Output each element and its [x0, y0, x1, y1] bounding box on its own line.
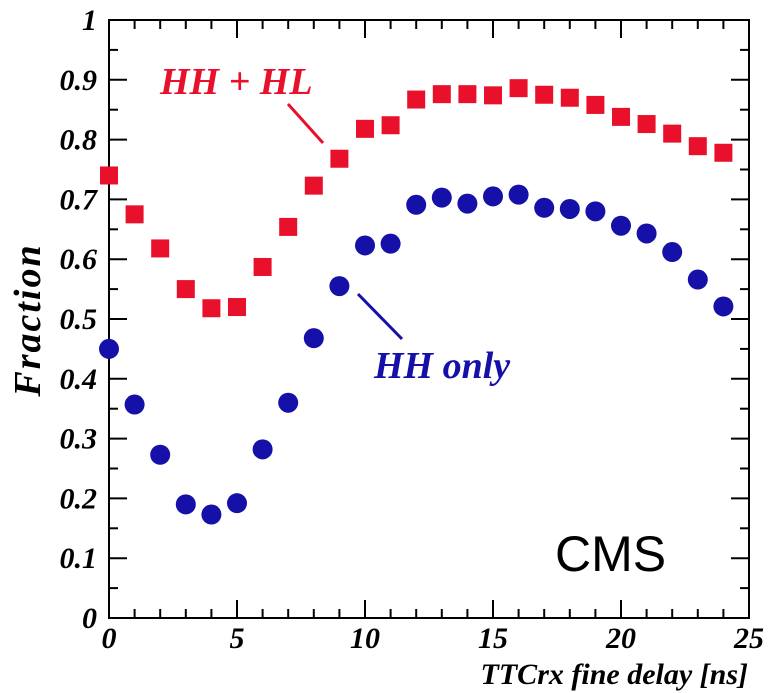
data-point-circle [303, 328, 324, 349]
data-point-square [407, 90, 426, 109]
annotation-hh-hl: HH + HL [159, 61, 313, 103]
x-tick-label: 25 [733, 622, 764, 655]
data-point-circle [611, 215, 631, 236]
y-tick-label: 0.5 [60, 303, 98, 336]
y-tick-label: 1 [82, 4, 97, 37]
y-tick-label: 0.6 [60, 243, 98, 276]
data-point-square [176, 280, 195, 299]
x-tick-label: 15 [478, 622, 508, 655]
data-point-square [458, 85, 477, 104]
data-point-circle [150, 444, 171, 465]
data-point-circle [201, 504, 222, 525]
data-point-circle [559, 198, 580, 219]
data-point-square [125, 205, 144, 224]
cms-label: CMS [555, 526, 666, 582]
data-point-square [381, 116, 400, 135]
y-tick-label: 0.1 [60, 542, 98, 575]
data-point-circle [278, 392, 299, 413]
data-point-square [100, 166, 118, 185]
data-point-circle [252, 439, 273, 460]
x-tick-label: 10 [350, 622, 380, 655]
x-tick-label: 20 [605, 622, 636, 655]
data-point-circle [175, 494, 196, 515]
data-point-circle [380, 233, 401, 254]
data-point-circle [585, 201, 606, 222]
annotation-hh-hl-pointer [286, 102, 325, 145]
data-point-circle [636, 223, 657, 244]
data-point-square [228, 298, 246, 317]
data-point-square [663, 124, 682, 143]
data-point-square [714, 143, 733, 162]
data-point-square [535, 85, 554, 104]
data-point-circle [534, 197, 555, 218]
data-point-square [151, 239, 170, 258]
data-point-circle [99, 338, 119, 359]
data-point-square [279, 217, 298, 236]
data-point-circle [329, 276, 350, 297]
data-point-square [509, 79, 528, 98]
data-point-square [637, 115, 656, 134]
data-point-square [304, 176, 323, 195]
data-point-circle [355, 235, 375, 256]
y-tick-label: 0.3 [60, 423, 98, 456]
x-tick-label: 5 [230, 622, 245, 655]
y-tick-label: 0.9 [60, 64, 98, 97]
axis-tick-labels: 0 5 10 15 20 25 0 0.1 0.2 0.3 0.4 0.5 0.6 0.7 0.8 0.9 1 [60, 4, 765, 655]
annotation-hh-only-pointer [356, 292, 404, 341]
data-point-square [688, 137, 707, 156]
data-point-square [356, 119, 374, 138]
data-point-circle [713, 296, 734, 317]
data-point-square [586, 95, 605, 114]
data-markers [99, 79, 734, 525]
data-point-circle [662, 242, 683, 263]
data-point-circle [457, 193, 478, 214]
data-point-square [560, 88, 579, 107]
data-point-square [612, 107, 630, 126]
data-point-square [253, 257, 272, 276]
data-point-circle [483, 186, 503, 207]
data-point-square [202, 299, 221, 318]
data-point-square [330, 149, 349, 168]
data-point-square [484, 86, 502, 105]
data-point-square [432, 85, 451, 104]
y-tick-label: 0.4 [60, 363, 98, 396]
data-point-circle [124, 394, 145, 415]
y-tick-label: 0.2 [60, 482, 98, 515]
y-axis-label: Fraction [7, 243, 49, 397]
annotation-hh-only: HH only [373, 345, 510, 387]
series-hh-only [99, 184, 734, 525]
data-point-circle [508, 184, 529, 205]
x-tick-label: 0 [102, 622, 117, 655]
annotations: HH + HL HH only CMS [159, 61, 666, 582]
x-axis-label: TTCrx fine delay [ns] [481, 658, 748, 691]
y-tick-label: 0.8 [60, 124, 98, 157]
y-tick-label: 0.7 [60, 183, 99, 216]
y-tick-label: 0 [82, 602, 97, 635]
data-point-circle [406, 194, 427, 215]
data-point-circle [687, 269, 708, 290]
series-hh-hl [100, 79, 733, 318]
data-point-circle [227, 493, 247, 514]
data-point-circle [431, 187, 452, 208]
